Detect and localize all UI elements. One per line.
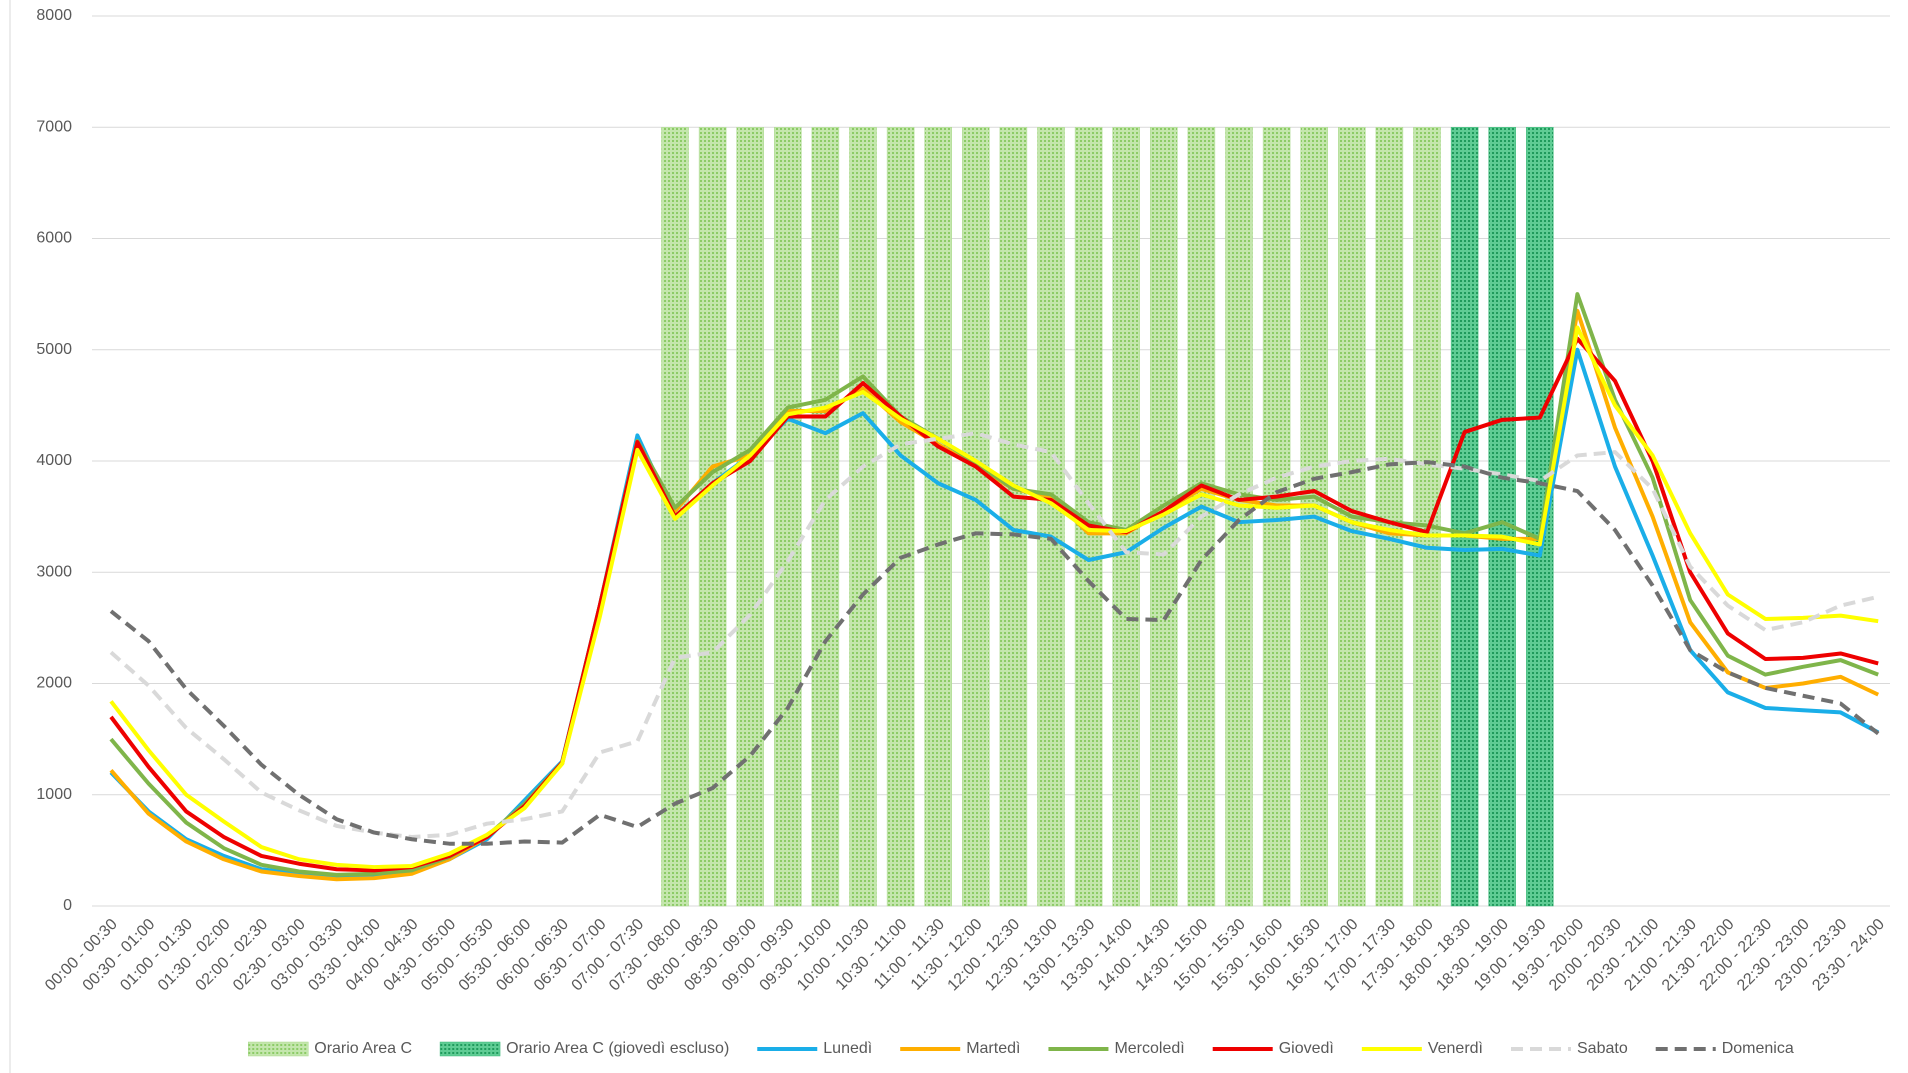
y-tick-label: 0 xyxy=(63,897,72,914)
bar xyxy=(736,127,764,907)
line-series xyxy=(109,431,1879,840)
bar xyxy=(1037,127,1065,907)
bar xyxy=(698,127,727,907)
line-series xyxy=(109,460,1880,846)
bar xyxy=(1413,127,1441,907)
y-tick-label: 3000 xyxy=(36,563,72,580)
y-tick-label: 1000 xyxy=(36,786,72,803)
bar xyxy=(1375,127,1404,907)
bar xyxy=(849,127,877,907)
legend-label: Domenica xyxy=(1722,1040,1794,1057)
legend-label: Sabato xyxy=(1577,1040,1628,1057)
bar xyxy=(924,127,952,907)
y-tick-label: 7000 xyxy=(36,118,72,135)
y-tick-label: 5000 xyxy=(36,341,72,358)
y-tick-label: 2000 xyxy=(36,675,72,692)
bar xyxy=(1488,127,1516,907)
line-series xyxy=(109,347,1880,880)
legend-label: Mercoledì xyxy=(1114,1040,1184,1057)
y-tick-label: 4000 xyxy=(36,452,72,469)
legend-label: Martedì xyxy=(966,1040,1020,1057)
y-tick-label: 8000 xyxy=(36,7,72,24)
legend-label: Lunedì xyxy=(823,1040,872,1057)
bar xyxy=(1450,127,1479,907)
bar xyxy=(886,127,915,907)
bar xyxy=(811,127,840,907)
legend-label: Orario Area C xyxy=(314,1040,412,1057)
y-tick-label: 6000 xyxy=(36,230,72,247)
bar xyxy=(962,127,990,907)
legend-label: Venerdì xyxy=(1428,1040,1483,1057)
bar xyxy=(1112,127,1140,907)
bar xyxy=(1150,127,1178,907)
legend: Orario Area C Orario Area C (giovedì escl… xyxy=(248,1040,1794,1057)
legend-swatch xyxy=(248,1041,309,1057)
legend-swatch xyxy=(439,1041,501,1057)
bar xyxy=(1526,127,1554,907)
bar xyxy=(661,127,689,907)
bar xyxy=(774,127,802,907)
bar xyxy=(999,127,1028,907)
line-series xyxy=(109,292,1879,877)
bar xyxy=(1262,127,1291,907)
legend-label: Orario Area C (giovedì escluso) xyxy=(506,1040,729,1057)
legend-label: Giovedì xyxy=(1279,1040,1334,1057)
line-series xyxy=(109,325,1879,870)
